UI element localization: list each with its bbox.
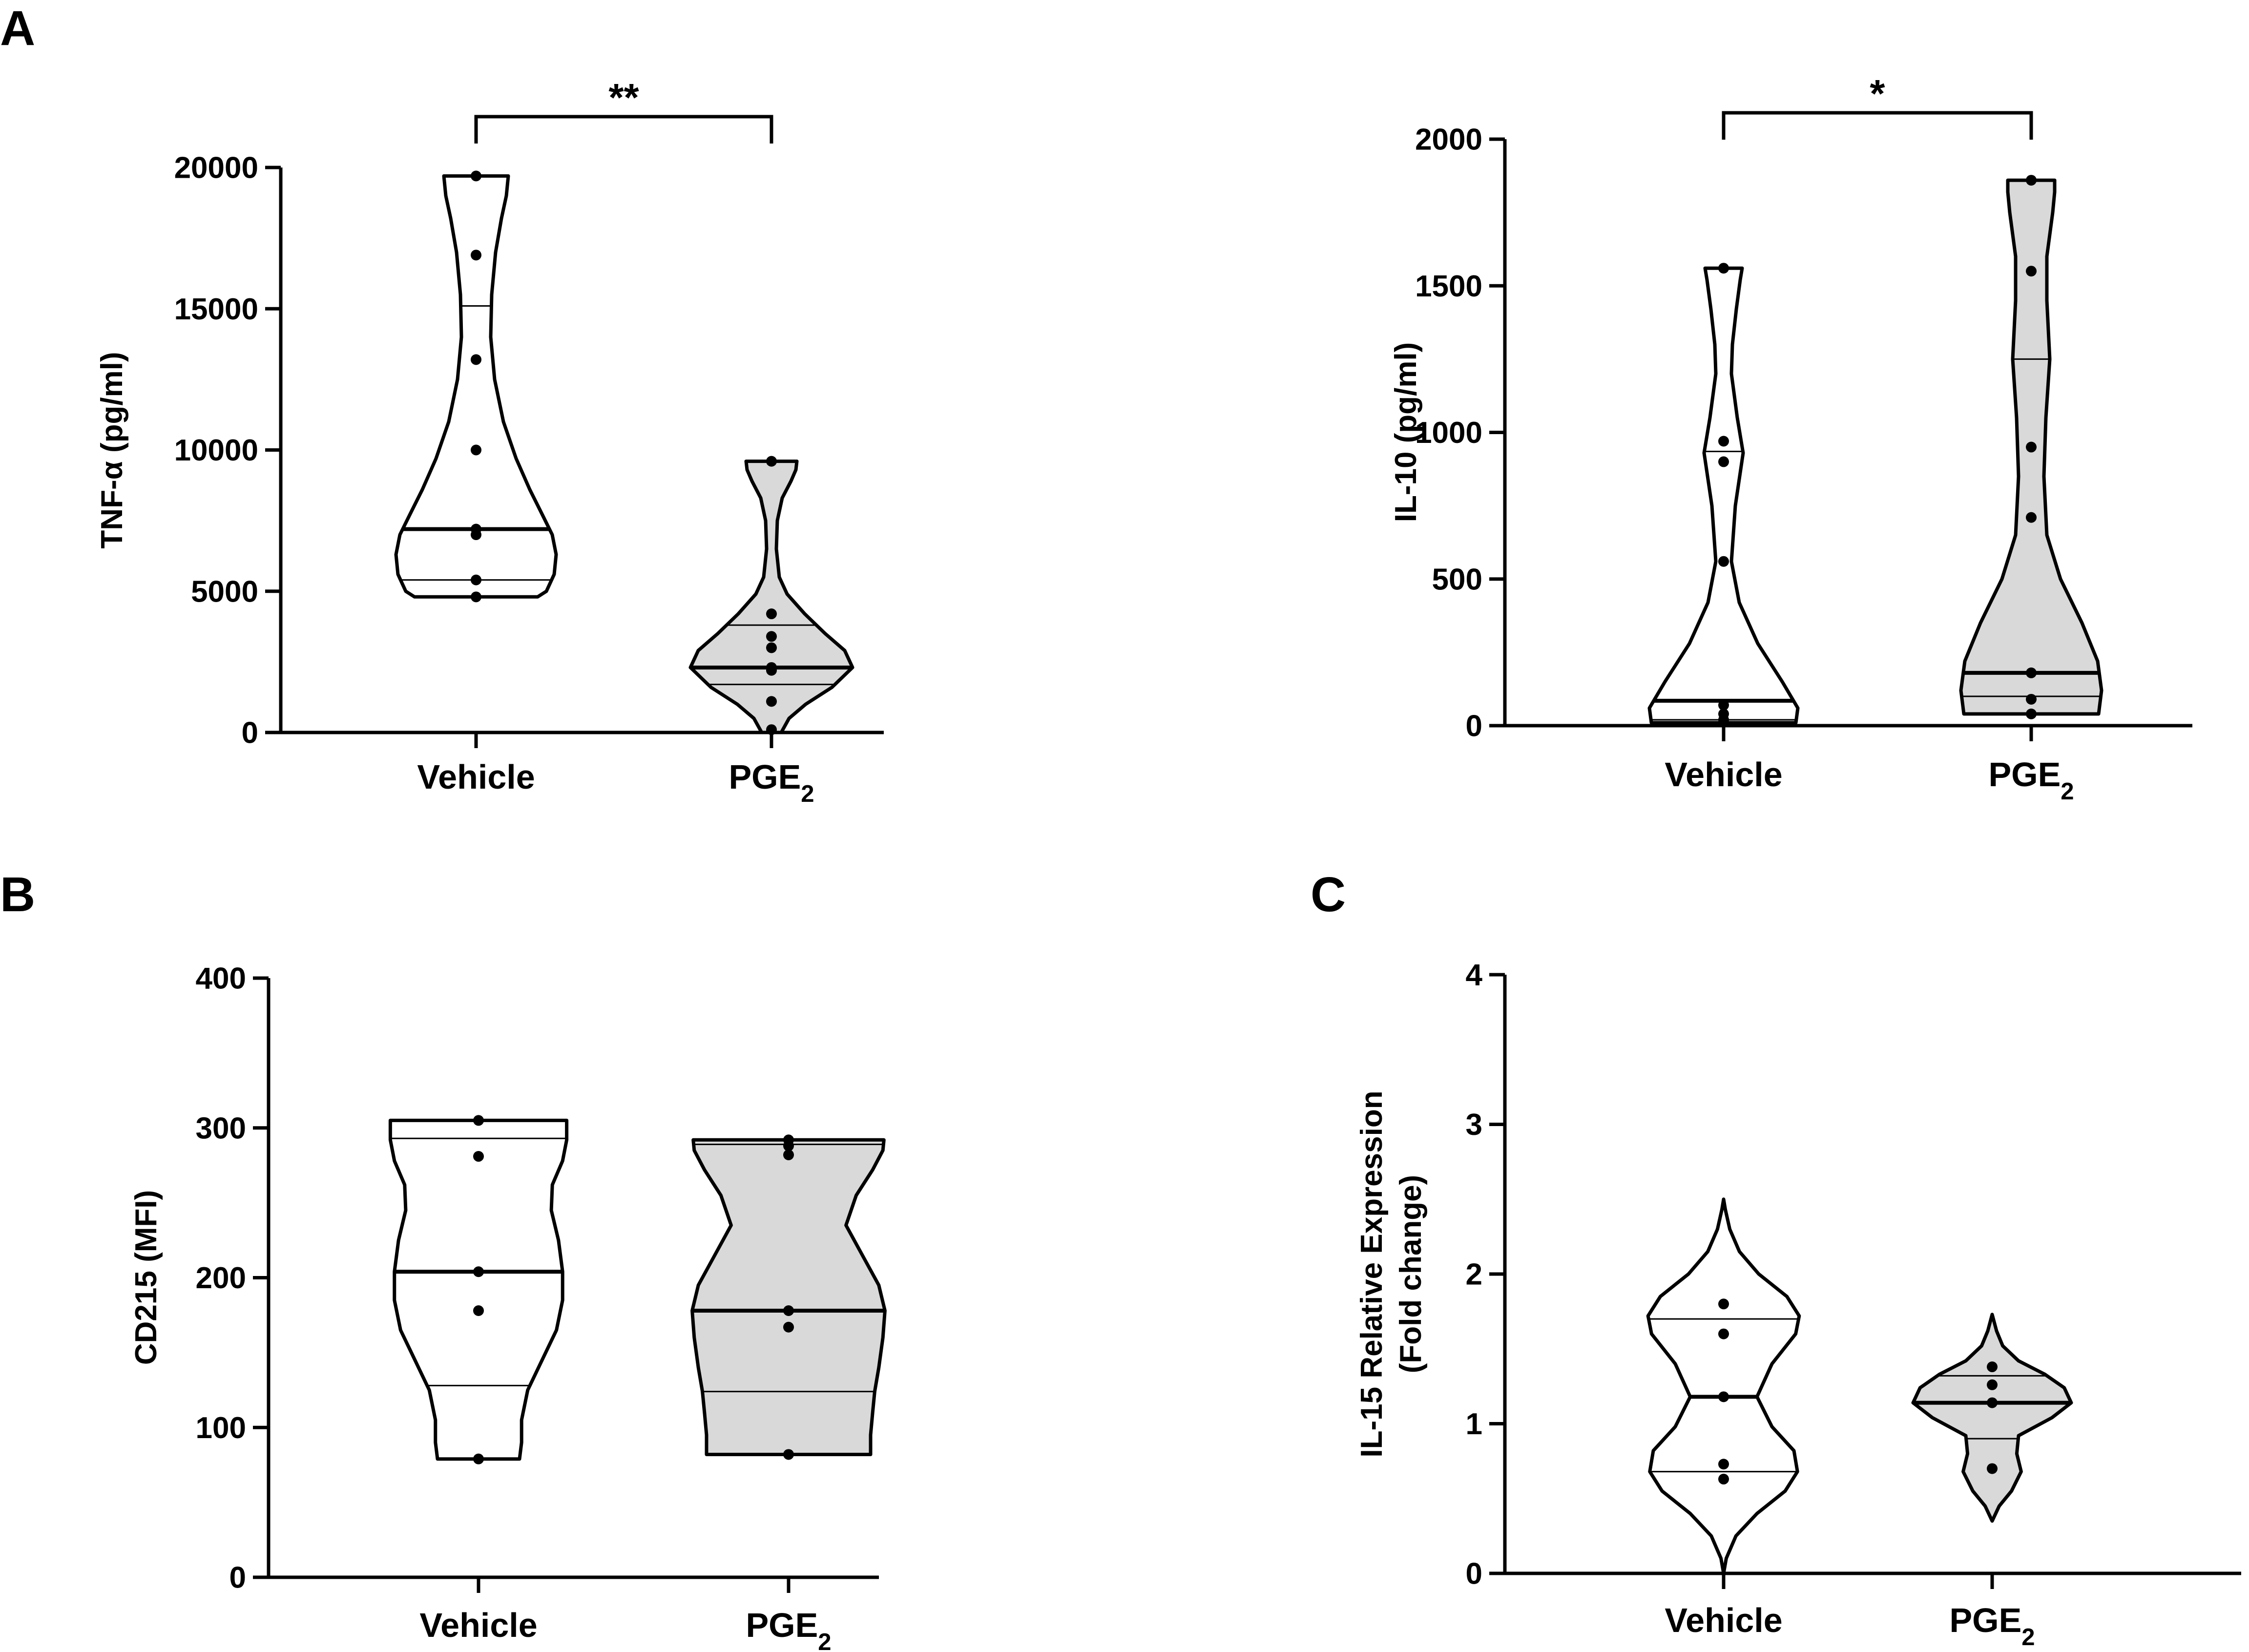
y-tick-label: 5000	[191, 575, 258, 608]
data-point	[471, 170, 481, 182]
data-point	[1718, 1473, 1729, 1485]
data-point	[471, 574, 481, 586]
y-tick-label: 2	[1466, 1258, 1482, 1292]
data-point	[1718, 436, 1729, 447]
y-tick-label: 4	[1466, 959, 1483, 992]
violin-body	[388, 1118, 569, 1461]
y-tick-label: 400	[196, 962, 246, 996]
x-tick-label: PGE2	[746, 1606, 831, 1652]
panel-letter-c: C	[1311, 867, 1346, 922]
violin-body	[1646, 1197, 1801, 1575]
violin-body	[1647, 266, 1800, 725]
data-point	[473, 1305, 484, 1316]
data-point	[783, 1149, 794, 1160]
violin-body	[690, 1138, 887, 1456]
data-point	[1987, 1397, 1998, 1408]
y-tick-label: 0	[229, 1561, 246, 1595]
data-point	[473, 1151, 484, 1162]
data-point	[766, 665, 777, 676]
violin-body	[1911, 1313, 2073, 1523]
data-point	[783, 1305, 794, 1316]
y-tick-label: 200	[196, 1261, 246, 1295]
data-point	[471, 591, 481, 603]
data-point	[471, 529, 481, 541]
data-point	[471, 250, 481, 261]
data-point	[766, 631, 777, 642]
y-tick-label: 10000	[174, 434, 258, 467]
y-tick-label: 0	[1466, 1557, 1482, 1591]
x-tick-label: Vehicle	[1665, 1601, 1782, 1639]
chart-1: 0 5000 10000 15000 20000 Vehicle PGE2 TNF-α (pg…	[95, 76, 884, 807]
data-point	[1987, 1463, 1998, 1474]
y-axis-label: IL-10 (pg/ml)	[1389, 342, 1423, 523]
y-tick-label: 300	[196, 1111, 246, 1145]
y-tick-label: 1000	[1415, 416, 1482, 450]
data-point	[471, 444, 481, 456]
violin-body	[688, 460, 854, 734]
panel-letter-a: A	[0, 1, 35, 56]
data-point	[473, 1115, 484, 1126]
data-point	[766, 696, 777, 707]
y-tick-label: 15000	[174, 293, 258, 326]
data-point	[471, 354, 481, 365]
significance-label: **	[608, 76, 639, 119]
x-tick-label: Vehicle	[419, 1606, 537, 1644]
chart-4: 0 1 2 3 4 Vehicle PGE2 IL-15 Relative Expressio…	[1355, 959, 2241, 1651]
data-point	[766, 724, 777, 735]
significance-bracket	[474, 115, 773, 144]
panel-letter-b: B	[0, 867, 35, 922]
data-point	[2026, 693, 2037, 705]
x-tick-label: PGE2	[1949, 1601, 2035, 1651]
data-point	[1718, 1391, 1729, 1402]
data-point	[473, 1266, 484, 1277]
y-axis-label-line-2: (Fold change)	[1394, 1175, 1428, 1373]
data-point	[1987, 1379, 1998, 1390]
significance-label: *	[1870, 72, 1885, 115]
y-tick-label: 20000	[174, 151, 258, 185]
data-point	[473, 1453, 484, 1464]
data-point	[2026, 708, 2037, 719]
data-point	[766, 456, 777, 467]
data-point	[766, 608, 777, 620]
y-tick-label: 2000	[1415, 123, 1482, 157]
y-tick-label: 500	[1432, 563, 1482, 596]
data-point	[2026, 441, 2037, 453]
y-axis-label: TNF-α (pg/ml)	[95, 352, 129, 548]
data-point	[766, 642, 777, 653]
data-point	[2026, 266, 2037, 277]
y-tick-label: 0	[242, 716, 258, 750]
data-point	[2026, 667, 2037, 678]
data-point	[1718, 556, 1729, 567]
y-tick-label: 1500	[1415, 270, 1482, 303]
y-tick-label: 0	[1466, 710, 1482, 743]
data-point	[783, 1449, 794, 1460]
y-tick-label: 100	[196, 1411, 246, 1445]
significance-bracket	[1722, 111, 2033, 140]
data-point	[2026, 512, 2037, 523]
data-point	[1718, 263, 1729, 274]
x-tick-label: PGE2	[729, 758, 814, 807]
y-axis-label: IL-15 Relative Expression	[1355, 1090, 1389, 1457]
y-tick-label: 3	[1466, 1108, 1482, 1142]
y-tick-label: 1	[1466, 1407, 1482, 1441]
data-point	[1718, 699, 1729, 711]
data-point	[2026, 175, 2037, 186]
data-point	[1718, 1298, 1729, 1310]
data-point	[783, 1321, 794, 1333]
x-tick-label: Vehicle	[417, 758, 535, 796]
chart-3: 0 100 200 300 400 Vehicle PGE2 CD215 (MFI)	[129, 962, 887, 1652]
data-point	[1718, 1459, 1729, 1470]
data-point	[1987, 1361, 1998, 1373]
data-point	[1718, 714, 1729, 725]
data-point	[783, 1140, 794, 1151]
y-axis-label: CD215 (MFI)	[129, 1190, 163, 1365]
x-tick-label: Vehicle	[1665, 755, 1782, 794]
data-point	[1718, 456, 1729, 467]
chart-2: 0 500 1000 1500 2000 Vehicle PGE2 IL-10 (pg/ml)…	[1389, 72, 2192, 805]
x-tick-label: PGE2	[1988, 755, 2074, 805]
data-point	[1718, 1328, 1729, 1339]
